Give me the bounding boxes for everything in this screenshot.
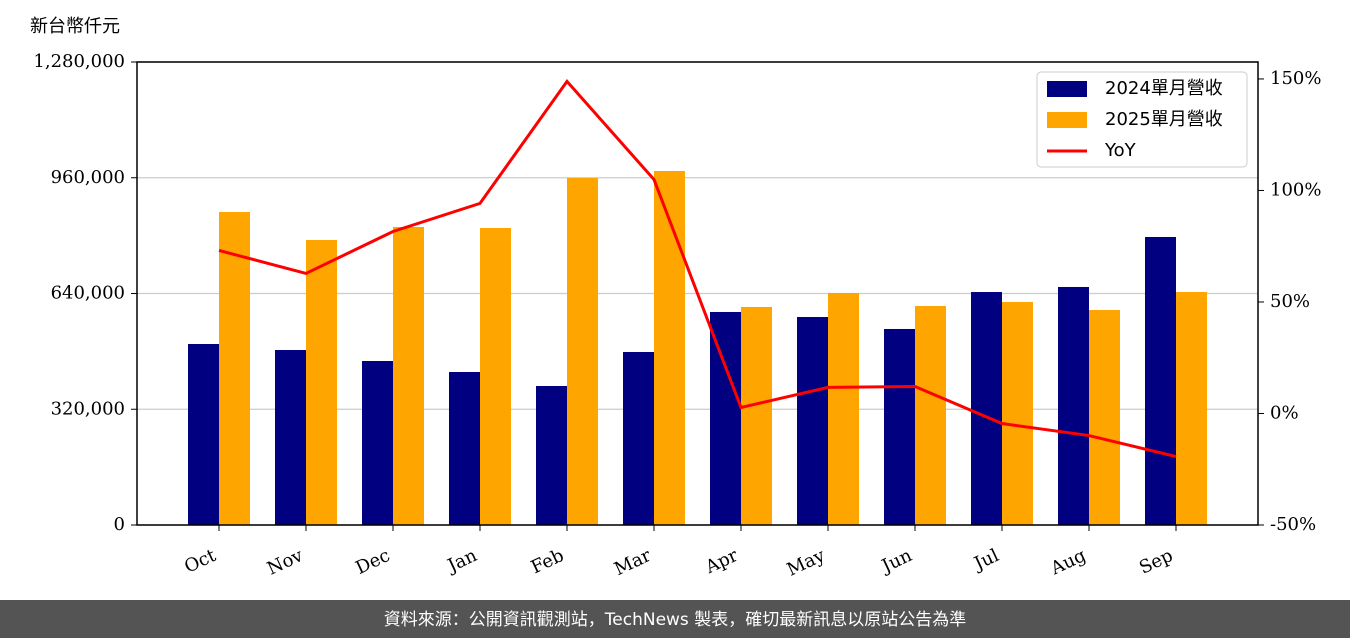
bar [306,240,337,525]
bar [654,170,685,526]
bar [1002,302,1033,525]
plot-frame [136,61,1259,526]
y2-tick-label: -50% [1270,514,1316,535]
bar [797,317,828,525]
x-tick-label: Jun [877,545,916,578]
bar [623,351,654,525]
y-axis-label: 新台幣仟元 [30,16,120,37]
y-tick-label: 640,000 [51,283,125,304]
x-tick-label: Sep [1136,545,1176,579]
bar [219,212,250,525]
bar [480,227,511,525]
y-tick-label: 1,280,000 [33,51,125,72]
x-tick-label: Nov [264,545,307,580]
bar [710,311,741,525]
bar [915,306,946,525]
bar [393,226,424,525]
y2-tick-label: 100% [1270,179,1321,200]
y2-tick-label: 0% [1270,402,1299,423]
x-tick-label: May [784,545,829,581]
bar [1058,286,1089,525]
x-tick-label: Aug [1047,545,1090,580]
y-tick-label: 960,000 [51,167,125,188]
legend-label: 2024單月營收 [1105,78,1223,99]
x-tick-label: Mar [611,545,654,580]
bar [971,292,1002,525]
legend-swatch [1047,81,1087,97]
bar [1176,292,1207,525]
legend-label: 2025單月營收 [1105,109,1223,130]
x-tick-label: Jan [443,545,481,578]
y2-tick-label: 150% [1270,68,1321,89]
y2-tick-label: 50% [1270,291,1310,312]
bar [275,350,306,525]
bar [828,292,859,525]
line [218,78,1177,458]
footer-text: 資料來源：公開資訊觀測站，TechNews 製表，確切最新訊息以原站公告為準 [384,610,966,630]
bar [536,385,567,525]
bar [567,178,598,525]
legend-label: YoY [1104,140,1137,161]
bar [884,328,915,525]
x-tick-label: Dec [352,545,393,579]
bar [362,360,393,525]
x-tick-label: Apr [701,545,741,579]
legend-box [1036,71,1248,168]
footer-bar [0,600,1350,638]
bar [188,343,219,525]
bar [741,306,772,525]
x-tick-label: Oct [181,545,220,578]
bar [449,371,480,525]
y-tick-label: 320,000 [51,398,125,419]
bar [1089,309,1120,525]
y-tick-label: 0 [114,514,125,535]
x-tick-label: Feb [528,545,567,578]
bar [1145,236,1176,526]
x-tick-label: Jul [969,545,1002,575]
legend-swatch [1047,112,1087,128]
